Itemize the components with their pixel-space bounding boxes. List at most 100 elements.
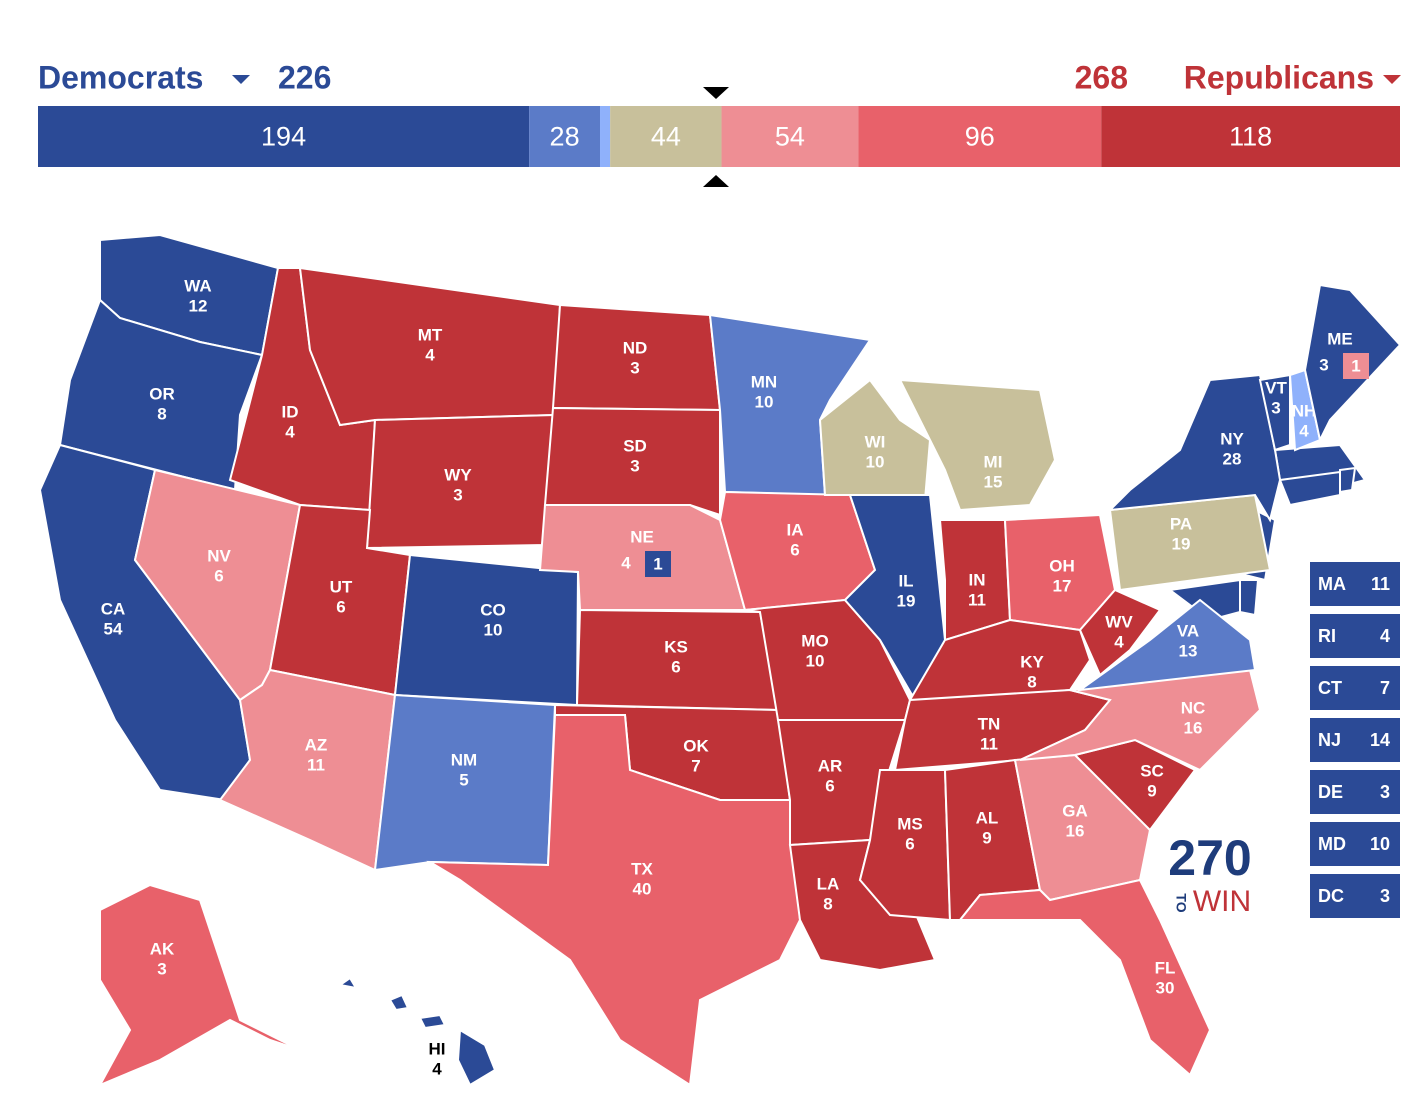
state-abbr: NV <box>207 546 231 565</box>
state-ev: 54 <box>104 619 123 638</box>
dem-dropdown-arrow[interactable] <box>232 75 250 84</box>
state-ev: 11 <box>307 755 325 774</box>
state-ev: 6 <box>214 566 223 585</box>
state-ev: 3 <box>157 959 166 978</box>
state-shape <box>337 976 359 990</box>
small-state-abbr: MD <box>1318 834 1346 854</box>
state-shape <box>898 378 1057 512</box>
state-abbr: VA <box>1177 621 1199 640</box>
small-state-shape <box>1239 579 1260 617</box>
state-abbr: AZ <box>305 735 328 754</box>
states: WA12OR8CA54NV6ID4MT4WY3UT6AZ11CO10NM5ND3… <box>38 233 1402 1088</box>
small-states: MA 11 RI 4 CT 7 NJ 14 DE 3 MD 10 DC 3 <box>1310 562 1400 918</box>
bar-label: 118 <box>1229 122 1272 152</box>
bar-label: 28 <box>550 122 580 152</box>
state-ev: 8 <box>157 404 166 423</box>
state-ev: 10 <box>806 651 825 670</box>
state-ev: 6 <box>825 776 834 795</box>
small-state-box <box>1310 614 1400 658</box>
state-abbr: WI <box>865 432 886 451</box>
state-shape <box>426 714 802 1087</box>
state-abbr: MO <box>801 631 828 650</box>
state-ev: 9 <box>1147 781 1156 800</box>
state-abbr: NE <box>630 527 654 546</box>
state-abbr: OK <box>683 736 709 755</box>
state-abbr: AR <box>818 756 843 775</box>
state-ev: 11 <box>968 590 986 609</box>
state-ev: 6 <box>790 540 799 559</box>
small-state-abbr: MA <box>1318 574 1346 594</box>
state-abbr: ME <box>1327 329 1353 348</box>
logo-number: 270 <box>1168 830 1251 886</box>
state-abbr: WV <box>1105 612 1133 631</box>
state-abbr: IL <box>898 571 913 590</box>
state-abbr: OH <box>1049 556 1075 575</box>
small-state-ev: 14 <box>1370 730 1390 750</box>
state-abbr: LA <box>817 874 840 893</box>
small-state-abbr: DC <box>1318 886 1344 906</box>
small-state-abbr: NJ <box>1318 730 1341 750</box>
state-shape <box>388 993 410 1012</box>
state-ev: 11 <box>980 734 998 753</box>
state-abbr: SC <box>1140 761 1164 780</box>
state-shape <box>818 378 932 502</box>
small-state-box <box>1310 874 1400 918</box>
state-ev: 4 <box>1114 632 1124 651</box>
state-abbr: MI <box>984 452 1003 471</box>
state-ev: 4 <box>1299 421 1309 440</box>
state-abbr: TX <box>631 859 653 878</box>
state-abbr: WA <box>184 276 211 295</box>
dem-total: 226 <box>278 59 331 95</box>
small-state-abbr: CT <box>1318 678 1342 698</box>
state-abbr: IN <box>969 570 986 589</box>
state-ev: 10 <box>866 452 885 471</box>
state-abbr: TN <box>978 714 1001 733</box>
rep-label[interactable]: Republicans <box>1184 59 1374 95</box>
state-shape <box>58 298 264 492</box>
state-abbr: SD <box>623 436 647 455</box>
state-abbr: MN <box>751 372 777 391</box>
state-abbr: ID <box>282 402 299 421</box>
state-ev: 8 <box>823 894 832 913</box>
state-ev: 40 <box>633 879 652 898</box>
state-abbr: MT <box>418 325 443 344</box>
state-ev: 13 <box>1179 641 1198 660</box>
majority-marker-bottom <box>703 175 729 187</box>
state-abbr: NM <box>451 750 477 769</box>
state-shape <box>957 878 1212 1077</box>
logo-to: TO <box>1173 893 1189 912</box>
state-abbr: MS <box>897 814 923 833</box>
state-ev: 10 <box>755 392 774 411</box>
state-abbr: GA <box>1062 801 1088 820</box>
small-state-ev: 11 <box>1371 574 1390 594</box>
state-shape <box>843 494 947 703</box>
state-ev: 8 <box>1027 672 1036 691</box>
state-ev: 16 <box>1066 821 1085 840</box>
state-ev: 19 <box>1172 534 1191 553</box>
state-abbr: HI <box>429 1039 446 1058</box>
state-shape <box>1078 588 1162 677</box>
state-ev: 3 <box>1271 398 1280 417</box>
logo-win: WIN <box>1193 885 1251 918</box>
small-state-box <box>1310 562 1400 606</box>
state-shape <box>1258 373 1291 452</box>
state-ev: 5 <box>459 770 468 789</box>
small-state-box <box>1310 666 1400 710</box>
bar-segment <box>600 106 611 167</box>
small-state-ev: 3 <box>1380 782 1390 802</box>
state-abbr: PA <box>1170 514 1192 533</box>
state-ev: 15 <box>984 472 1003 491</box>
rep-dropdown-arrow[interactable] <box>1383 75 1401 84</box>
small-state-box <box>1310 822 1400 866</box>
state-ev: 4 <box>285 422 295 441</box>
bar-segment <box>1101 106 1400 167</box>
dem-label[interactable]: Democrats <box>38 59 203 95</box>
ev-bar: 194 28 44 54 96 118 <box>38 106 1400 167</box>
state-ev: 4 <box>432 1059 442 1078</box>
state-abbr: NH <box>1292 401 1317 420</box>
state-ev: 6 <box>905 834 914 853</box>
state-abbr: FL <box>1155 958 1176 977</box>
state-ev: 12 <box>189 296 208 315</box>
